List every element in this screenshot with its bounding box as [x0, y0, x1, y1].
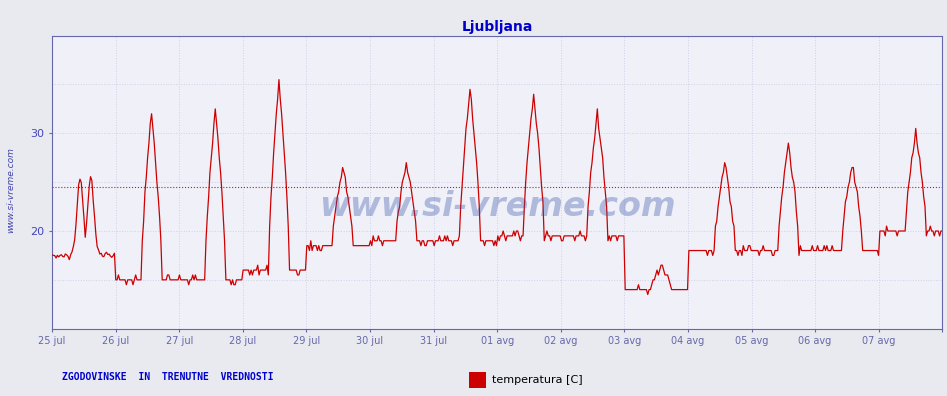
- Title: Ljubljana: Ljubljana: [461, 21, 533, 34]
- Text: www.si-vreme.com: www.si-vreme.com: [6, 147, 15, 233]
- Text: temperatura [C]: temperatura [C]: [492, 375, 583, 385]
- Text: ZGODOVINSKE  IN  TRENUTNE  VREDNOSTI: ZGODOVINSKE IN TRENUTNE VREDNOSTI: [62, 372, 273, 382]
- Text: www.si-vreme.com: www.si-vreme.com: [319, 190, 675, 223]
